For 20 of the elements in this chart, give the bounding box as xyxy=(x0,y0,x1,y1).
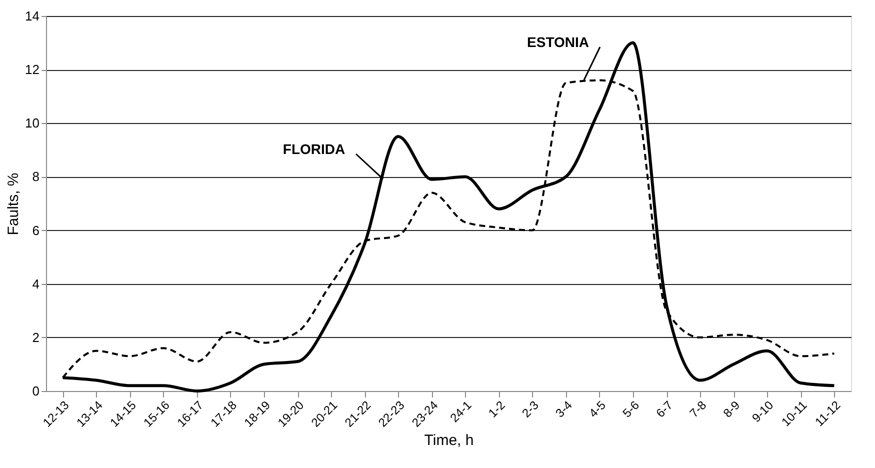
text: ESTONIA xyxy=(527,34,589,50)
y-tick-label: 8 xyxy=(32,169,40,184)
y-tick-label: 10 xyxy=(25,116,40,131)
x-tick-label: 5-6 xyxy=(620,398,642,420)
x-tick-label: 2-3 xyxy=(519,398,542,420)
y-tick-label: 12 xyxy=(25,62,40,78)
text: FLORIDA xyxy=(282,141,346,157)
y-tick-label: 14 xyxy=(25,8,40,24)
y-tick-label: 4 xyxy=(32,276,40,292)
x-tick-label: 1-2 xyxy=(486,398,508,420)
x-tick-label: 3-4 xyxy=(552,398,576,420)
y-tick-label: 6 xyxy=(32,222,40,238)
x-tick-label: 6-7 xyxy=(653,398,676,420)
y-tick-label: 0 xyxy=(32,384,40,398)
x-tick-label: 8-9 xyxy=(720,398,743,420)
y-axis-title: Faults, % xyxy=(5,172,22,236)
x-tick-label: 7-8 xyxy=(686,398,710,420)
y-tick-label: 2 xyxy=(32,330,40,345)
x-tick-label: 4-5 xyxy=(586,398,609,420)
x-axis-title: Time, h xyxy=(424,432,474,449)
